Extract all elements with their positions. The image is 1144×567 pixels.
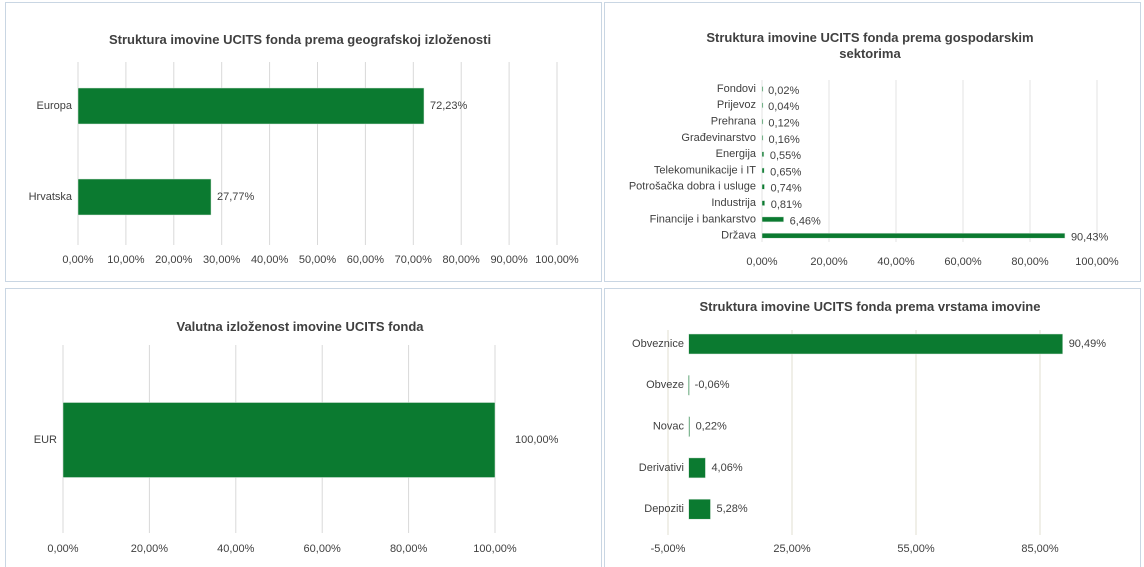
- chart-title: Struktura imovine UCITS fonda prema gosp…: [706, 30, 1034, 61]
- bar: [761, 118, 764, 125]
- x-tick-label: 0,00%: [746, 256, 777, 268]
- chart-title: Struktura imovine UCITS fonda prema vrst…: [699, 299, 1041, 314]
- y-tick-label: Građevinarstvo: [681, 132, 756, 144]
- data-label: 100,00%: [515, 434, 559, 446]
- data-label: 0,02%: [768, 85, 799, 97]
- bar: [62, 402, 496, 478]
- x-tick-label: 80,00%: [1011, 256, 1049, 268]
- x-tick-label: 40,00%: [251, 254, 289, 266]
- data-label: 90,43%: [1071, 232, 1109, 244]
- data-label: 0,65%: [770, 166, 801, 178]
- bar: [761, 151, 765, 157]
- data-label: -0,06%: [695, 379, 730, 391]
- x-tick-label: 0,00%: [47, 543, 78, 555]
- x-tick-label: 40,00%: [217, 543, 255, 555]
- y-tick-label: Država: [721, 230, 757, 242]
- bar: [761, 232, 1066, 239]
- chart-title: Struktura imovine UCITS fonda prema geog…: [108, 32, 492, 47]
- bar: [761, 135, 764, 141]
- y-tick-label: Derivativi: [639, 462, 684, 474]
- data-label: 0,55%: [770, 150, 801, 162]
- x-tick-label: 50,00%: [299, 254, 337, 266]
- x-tick-label: 100,00%: [1075, 256, 1119, 268]
- x-tick-label: 20,00%: [810, 256, 848, 268]
- bar: [688, 416, 690, 437]
- y-tick-label: Hrvatska: [29, 191, 73, 203]
- y-tick-label: Obveze: [646, 379, 684, 391]
- x-tick-label: 60,00%: [944, 256, 982, 268]
- y-tick-label: Energija: [716, 148, 757, 160]
- x-tick-label: 100,00%: [473, 543, 517, 555]
- bar: [761, 102, 764, 109]
- x-tick-label: 20,00%: [131, 543, 169, 555]
- bar: [688, 457, 706, 479]
- y-tick-label: Depoziti: [644, 503, 684, 515]
- bar: [761, 184, 765, 190]
- x-tick-label: 30,00%: [203, 254, 241, 266]
- y-tick-label: Telekomunikacije i IT: [654, 164, 756, 176]
- x-tick-label: 10,00%: [107, 254, 145, 266]
- y-tick-label: Fondovi: [717, 83, 756, 95]
- x-tick-label: 90,00%: [490, 254, 528, 266]
- bar: [688, 333, 1063, 355]
- bar: [688, 498, 711, 520]
- bar: [77, 178, 212, 216]
- data-label: 27,77%: [217, 191, 255, 203]
- data-label: 4,06%: [711, 462, 742, 474]
- bar: [761, 216, 784, 223]
- bar: [688, 375, 690, 396]
- x-tick-label: 55,00%: [897, 543, 935, 555]
- x-tick-label: -5,00%: [651, 543, 686, 555]
- y-tick-label: EUR: [34, 434, 57, 446]
- y-tick-label: Novac: [653, 421, 685, 433]
- bar: [761, 167, 765, 174]
- y-tick-label: Europa: [37, 100, 73, 112]
- x-tick-label: 80,00%: [443, 254, 481, 266]
- x-tick-label: 60,00%: [347, 254, 385, 266]
- x-tick-label: 40,00%: [877, 256, 915, 268]
- y-tick-label: Industrija: [711, 197, 757, 209]
- data-label: 0,12%: [768, 118, 799, 130]
- data-label: 0,22%: [696, 421, 727, 433]
- data-label: 0,16%: [769, 134, 800, 146]
- x-tick-label: 100,00%: [535, 254, 579, 266]
- x-tick-label: 70,00%: [395, 254, 433, 266]
- bar: [77, 87, 425, 125]
- x-tick-label: 80,00%: [390, 543, 428, 555]
- bar: [761, 86, 764, 92]
- y-tick-label: Potrošačka dobra i usluge: [629, 181, 756, 193]
- y-tick-label: Obveznice: [632, 338, 684, 350]
- panel: [5, 2, 602, 282]
- y-tick-label: Prehrana: [711, 116, 757, 128]
- chart-title: Valutna izloženost imovine UCITS fonda: [176, 319, 424, 334]
- data-label: 0,74%: [770, 183, 801, 195]
- x-tick-label: 25,00%: [773, 543, 811, 555]
- data-label: 5,28%: [716, 503, 747, 515]
- data-label: 0,04%: [768, 101, 799, 113]
- y-tick-label: Financije i bankarstvo: [650, 213, 756, 225]
- data-label: 6,46%: [790, 215, 821, 227]
- data-label: 0,81%: [771, 199, 802, 211]
- bar: [761, 200, 765, 206]
- x-tick-label: 85,00%: [1021, 543, 1059, 555]
- x-tick-label: 60,00%: [304, 543, 342, 555]
- x-tick-label: 0,00%: [62, 254, 93, 266]
- y-tick-label: Prijevoz: [717, 99, 756, 111]
- data-label: 72,23%: [430, 100, 468, 112]
- panel: [604, 288, 1141, 567]
- x-tick-label: 20,00%: [155, 254, 193, 266]
- data-label: 90,49%: [1069, 338, 1107, 350]
